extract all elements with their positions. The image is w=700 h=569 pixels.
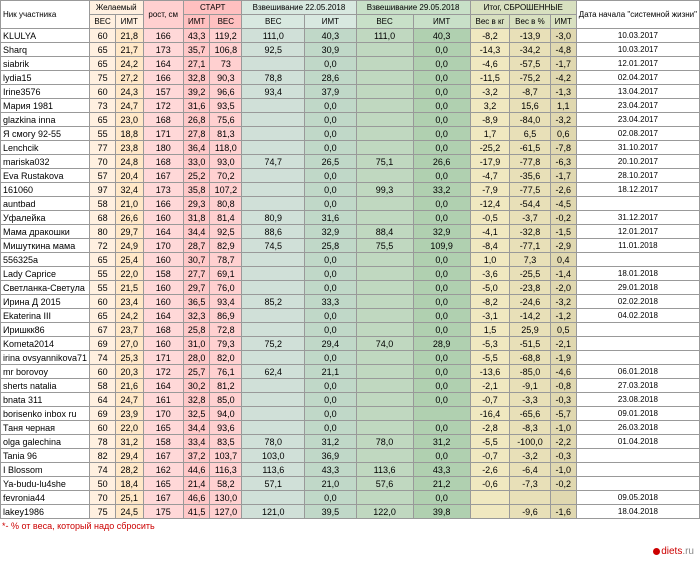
table-row: Irine35766024,315739,296,693,437,90,0-3,… <box>1 85 700 99</box>
weight-table: Ник участника Желаемый рост, см СТАРТ Вз… <box>0 0 700 519</box>
table-row: KLULYA6021,816643,3119,2111,040,3111,040… <box>1 29 700 43</box>
table-row: Ya-budu-lu4she5018,416521,458,257,121,05… <box>1 477 700 491</box>
table-row: Lady Caprice5522,015827,769,10,00,0-3,6-… <box>1 267 700 281</box>
table-row: Светланка-Светула5521,516029,776,00,00,0… <box>1 281 700 295</box>
table-row: bnata 3116424,716132,885,00,00,0-0,7-3,3… <box>1 393 700 407</box>
col-height: рост, см <box>143 1 183 29</box>
table-row: sherts natalia5821,616430,281,20,00,0-2,… <box>1 379 700 393</box>
table-row: Ирина Д 20156023,416036,593,485,233,30,0… <box>1 295 700 309</box>
table-row: Таня черная6022,016534,493,60,00,0-2,8-8… <box>1 421 700 435</box>
col-nick: Ник участника <box>1 1 90 29</box>
table-row: Иришкк866723,716825,872,80,00,01,525,90,… <box>1 323 700 337</box>
table-row: Мария 19817324,717231,693,50,00,03,215,6… <box>1 99 700 113</box>
table-row: lydia157527,216632,890,378,828,60,0-11,5… <box>1 71 700 85</box>
table-row: borisenko inbox ru6923,917032,594,00,0-1… <box>1 407 700 421</box>
table-row: I Blossom7428,216244,6116,3113,643,3113,… <box>1 463 700 477</box>
table-row: siabrik6524,216427,1730,00,0-4,6-57,5-1,… <box>1 57 700 71</box>
table-row: Мама дракошки8029,716434,492,588,632,988… <box>1 225 700 239</box>
table-row: Lenchcik7723,818036,4118,00,00,0-25,2-61… <box>1 141 700 155</box>
col-date: Дата начала "системной жизни" <box>576 1 699 29</box>
table-row: auntbad5821,016629,380,80,00,0-12,4-54,4… <box>1 197 700 211</box>
table-row: Я смогу 92-555518,817127,881,30,00,01,76… <box>1 127 700 141</box>
table-row: mr borovoy6020,317225,776,162,421,10,0-1… <box>1 365 700 379</box>
col-w1-group: Взвешивание 22.05.2018 <box>242 1 356 15</box>
col-start-group: СТАРТ <box>183 1 241 15</box>
table-row: 1610609732,417335,8107,20,099,333,2-7,9-… <box>1 183 700 197</box>
col-w2-group: Взвешивание 29.05.2018 <box>356 1 470 15</box>
table-row: glazkina inna6523,016826,875,60,00,0-8,9… <box>1 113 700 127</box>
logo: diets.ru <box>653 546 694 557</box>
table-row: Мишуткина мама7224,917028,782,974,525,87… <box>1 239 700 253</box>
col-want-group: Желаемый <box>90 1 143 15</box>
table-row: irina ovsyannikova717425,317128,082,00,0… <box>1 351 700 365</box>
table-row: fevronia447025,116746,6130,00,00,009.05.… <box>1 491 700 505</box>
table-row: Eva Rustakova5720,416725,270,20,00,0-4,7… <box>1 169 700 183</box>
table-row: lakey19867524,517541,5127,0121,039,5122,… <box>1 505 700 519</box>
table-row: Tania 968229,416737,2103,7103,036,90,0-0… <box>1 449 700 463</box>
table-row: 556325a6525,416030,778,70,00,01,07,30,4 <box>1 253 700 267</box>
table-row: Kometa20146927,016031,079,375,229,474,02… <box>1 337 700 351</box>
table-row: olga galechina7831,215833,483,578,031,27… <box>1 435 700 449</box>
footnote: *- % от веса, который надо сбросить <box>0 519 700 533</box>
table-row: Уфалейка6826,616031,881,480,931,60,0-0,5… <box>1 211 700 225</box>
table-row: Sharq6521,717335,7106,892,530,90,0-14,3-… <box>1 43 700 57</box>
table-row: Ekaterina III6524,216432,386,90,00,0-3,1… <box>1 309 700 323</box>
col-total-group: Итог, СБРОШЕННЫЕ <box>470 1 576 15</box>
table-row: mariska0327024,816833,093,074,726,575,12… <box>1 155 700 169</box>
